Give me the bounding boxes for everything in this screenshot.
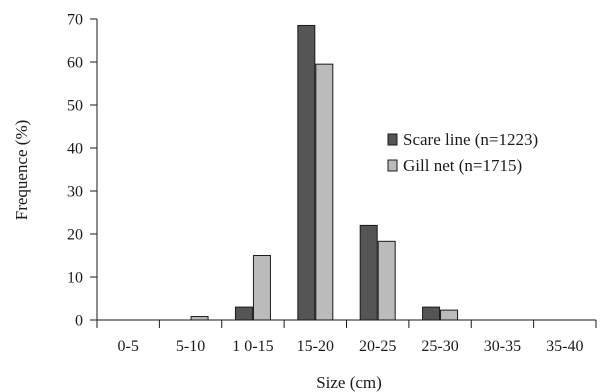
bar-gill-net-1 xyxy=(190,316,209,321)
bar-scare-line-5 xyxy=(422,306,441,321)
x-tick-label-3: 15-20 xyxy=(297,338,334,355)
y-tick-label-1: 10 xyxy=(67,270,83,287)
x-tick-label-6: 30-35 xyxy=(484,338,521,355)
bar-gill-net-5 xyxy=(440,309,459,321)
y-tick-label-7: 70 xyxy=(67,12,83,29)
legend-label-0: Scare line (n=1223) xyxy=(403,130,538,149)
y-tick-label-3: 30 xyxy=(67,184,83,201)
x-tick-label-2: 1 0-15 xyxy=(232,338,273,355)
y-tick-label-2: 20 xyxy=(67,227,83,244)
legend: Scare line (n=1223) Gill net (n=1715) xyxy=(387,130,538,175)
y-tick-label-0: 0 xyxy=(75,313,83,330)
bar-gill-net-4 xyxy=(377,240,396,321)
x-tick-label-7: 35-40 xyxy=(546,338,583,355)
x-tick-label-5: 25-30 xyxy=(421,338,458,355)
y-tick-label-5: 50 xyxy=(67,98,83,115)
plot-area: 0 10 20 30 40 50 60 70 0-5 5-10 1 0-15 15-20 20-25 25… xyxy=(67,12,597,355)
bar-scare-line-4 xyxy=(359,224,378,321)
x-tick-label-0: 0-5 xyxy=(118,338,139,355)
bar-gill-net-2 xyxy=(252,255,271,321)
bar-gill-net-3 xyxy=(315,63,334,321)
bar-scare-line-2 xyxy=(234,306,253,321)
legend-label-1: Gill net (n=1715) xyxy=(403,156,522,175)
legend-swatch-1 xyxy=(387,159,398,172)
x-axis-title: Size (cm) xyxy=(316,373,382,392)
y-tick-label-4: 40 xyxy=(67,141,83,158)
x-tick-label-4: 20-25 xyxy=(359,338,396,355)
x-tick-label-1: 5-10 xyxy=(176,338,205,355)
legend-swatch-0 xyxy=(387,133,398,146)
y-tick-label-6: 60 xyxy=(67,55,83,72)
y-axis-title: Frequence (%) xyxy=(12,120,31,221)
bar-scare-line-3 xyxy=(297,24,316,321)
